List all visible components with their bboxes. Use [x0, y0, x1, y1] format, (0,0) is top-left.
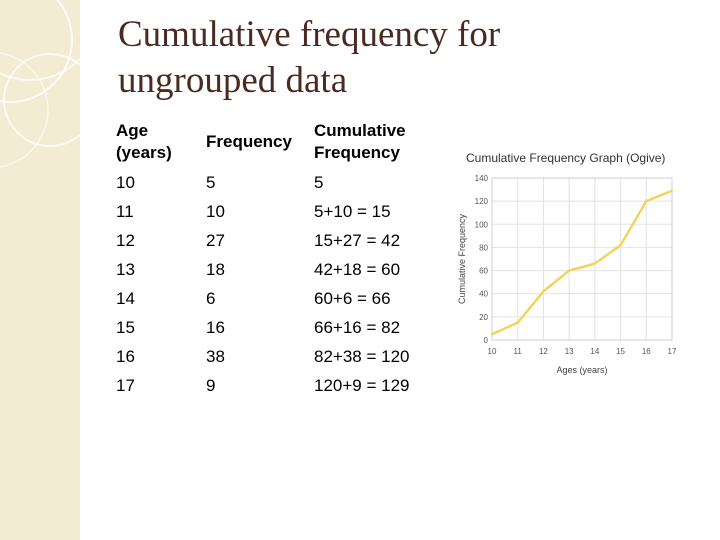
cell-cumulative: 5+10 = 15 [314, 201, 391, 221]
y-tick-label: 140 [475, 174, 489, 183]
y-tick-label: 120 [475, 197, 489, 206]
plot-frame [491, 177, 673, 341]
data-point [670, 189, 674, 192]
decorative-circles [0, 0, 80, 168]
cell-cumulative: 66+16 = 82 [314, 317, 401, 337]
data-point [619, 243, 622, 247]
data-point [516, 321, 519, 324]
table-row: 14 6 60+6 = 66 [108, 284, 432, 313]
header-cumulative-line-2: Frequency [314, 143, 400, 162]
y-tick-label: 20 [479, 313, 488, 322]
cell-age: 17 [116, 375, 135, 395]
decorative-side-band [0, 0, 80, 540]
table-row: 15 16 66+16 = 82 [108, 313, 432, 342]
ogive-chart: Cumulative Frequency Graph (Ogive) 0 20 40 6… [452, 140, 686, 390]
header-age-line-1: Age [116, 121, 149, 140]
slide-title: Cumulative frequency for ungrouped data [118, 12, 678, 104]
table-row: 11 10 5+10 = 15 [108, 197, 432, 226]
title-line-2: ungrouped data [118, 60, 348, 101]
y-tick-label: 100 [475, 220, 489, 229]
cell-frequency: 5 [206, 172, 216, 192]
cell-cumulative: 82+38 = 120 [314, 346, 410, 366]
cell-cumulative: 60+6 = 66 [314, 288, 391, 308]
cell-frequency: 38 [206, 346, 225, 366]
cell-age: 12 [116, 230, 135, 250]
cell-frequency: 18 [206, 259, 225, 279]
cell-age: 11 [116, 201, 134, 221]
cell-age: 15 [116, 317, 135, 337]
table-row: 12 27 15+27 = 42 [108, 226, 432, 255]
table-body: 10 5 5 11 10 5+10 = 15 12 27 15+27 = 42 13 18 42+18… [108, 168, 432, 400]
cell-cumulative: 120+9 = 129 [314, 375, 410, 395]
cell-frequency: 10 [206, 201, 225, 221]
header-frequency-text: Frequency [206, 132, 292, 151]
y-tick-label: 80 [479, 243, 488, 252]
table-row: 10 5 5 [108, 168, 432, 197]
header-age: Age (years) [108, 116, 198, 168]
header-age-line-2: (years) [116, 143, 172, 162]
data-point [542, 290, 545, 293]
table-row: 13 18 42+18 = 60 [108, 255, 432, 284]
data-point [490, 333, 494, 336]
data-point [645, 199, 648, 203]
title-line-1: Cumulative frequency for [118, 14, 501, 55]
cell-cumulative: 15+27 = 42 [314, 230, 401, 250]
cell-age: 13 [116, 259, 135, 279]
x-tick-label: 11 [514, 347, 523, 356]
x-tick-label: 12 [539, 347, 548, 356]
cell-frequency: 6 [206, 288, 216, 308]
header-cumulative: Cumulative Frequency [306, 116, 432, 168]
header-frequency: Frequency [198, 116, 306, 168]
cell-frequency: 27 [206, 230, 225, 250]
x-tick-label: 13 [565, 347, 574, 356]
x-tick-label: 15 [616, 347, 625, 356]
header-cumulative-line-1: Cumulative [314, 121, 406, 140]
x-tick-label: 16 [642, 347, 651, 356]
cell-frequency: 16 [206, 317, 225, 337]
frequency-table: Age (years) Frequency Cumulative Frequen… [108, 116, 432, 400]
y-axis-label: Cumulative Frequency [457, 213, 467, 304]
ogive-chart-svg: Cumulative Frequency Graph (Ogive) 0 20 40 6… [457, 151, 677, 375]
cell-frequency: 9 [206, 375, 216, 395]
data-point [567, 269, 571, 272]
cell-cumulative: 5 [314, 172, 324, 192]
cell-age: 14 [116, 288, 135, 308]
chart-title: Cumulative Frequency Graph (Ogive) [466, 151, 665, 165]
y-tick-label: 0 [484, 336, 489, 345]
cell-age: 16 [116, 346, 135, 366]
y-tick-label: 40 [479, 290, 488, 299]
table-row: 16 38 82+38 = 120 [108, 342, 432, 371]
cell-age: 10 [116, 172, 135, 192]
table-row: 17 9 120+9 = 129 [108, 371, 432, 400]
x-tick-label: 14 [590, 347, 599, 356]
x-tick-label: 17 [668, 347, 677, 356]
y-tick-label: 60 [479, 267, 488, 276]
data-point [593, 262, 597, 265]
table-header-row: Age (years) Frequency Cumulative Frequen… [108, 116, 432, 168]
x-axis-label: Ages (years) [556, 365, 607, 375]
ogive-line [491, 189, 673, 336]
x-tick-label: 10 [488, 347, 497, 356]
cell-cumulative: 42+18 = 60 [314, 259, 401, 279]
